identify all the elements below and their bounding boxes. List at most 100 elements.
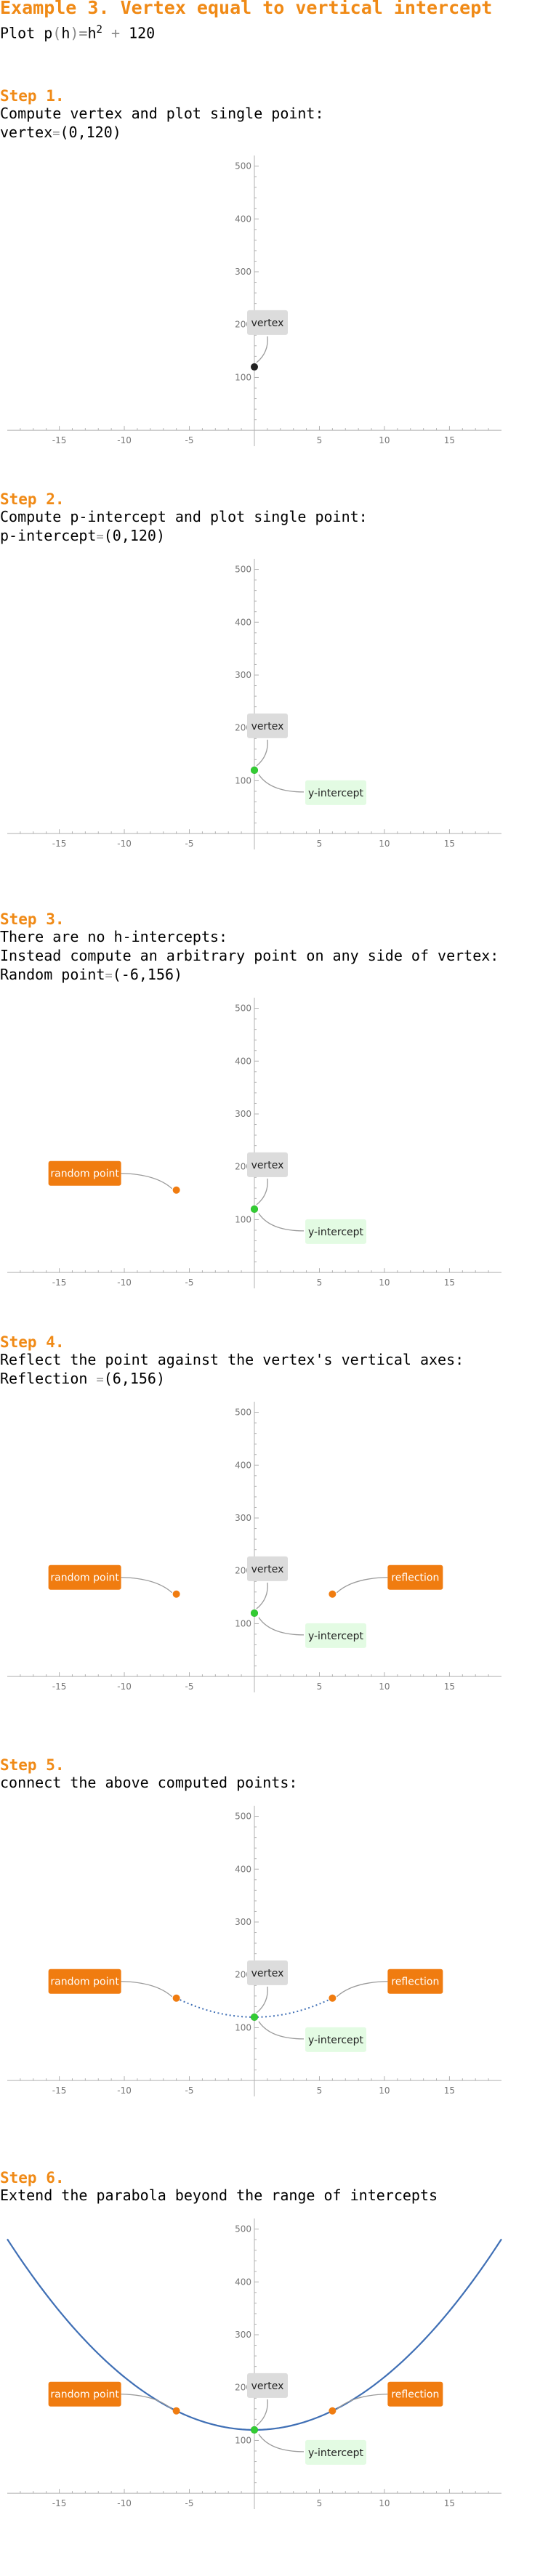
callout-leader	[256, 739, 268, 767]
result-value: (0,120)	[103, 527, 165, 544]
step-text-line: Instead compute an arbitrary point on an…	[0, 947, 499, 964]
callout-label: random point	[50, 2389, 119, 2401]
step-section: Step 6. Extend the parabola beyond the ra…	[0, 2169, 556, 2576]
x-tick-label: 5	[317, 2086, 323, 2096]
x-tick-label: -10	[117, 2086, 132, 2096]
x-tick-label: -5	[185, 2086, 194, 2096]
page-title: Example 3. Vertex equal to vertical inte…	[0, 0, 493, 18]
callout-y-intercept: y-intercept	[258, 1213, 366, 1244]
x-tick-label: 10	[379, 839, 390, 849]
random-point	[172, 1590, 180, 1598]
reflection-point	[329, 1590, 337, 1598]
result-equals: =	[96, 530, 104, 544]
callout-vertex: vertex	[247, 1152, 288, 1206]
random-point	[172, 2407, 180, 2415]
callout-leader	[121, 2394, 173, 2410]
callout-box	[387, 1969, 443, 1994]
vertex-point	[251, 363, 258, 371]
callout-label: vertex	[251, 1968, 284, 1979]
y-tick-label: 100	[235, 2435, 251, 2445]
callout-label: y-intercept	[308, 1227, 364, 1238]
y-tick-label: 400	[235, 1460, 251, 1470]
step-label: Step 1.	[0, 87, 65, 105]
callout-random-point: random point	[48, 1160, 173, 1190]
x-tick-label: -15	[52, 2498, 67, 2508]
x-tick-label: -10	[117, 1277, 132, 1288]
y-tick-label: 300	[235, 1513, 251, 1523]
step-text-line: Compute vertex and plot single point:	[0, 105, 324, 122]
callout-label: random point	[50, 1977, 119, 1988]
formula-constant: 120	[129, 24, 156, 42]
y-intercept-point	[251, 2426, 258, 2434]
plot: -15 -10 -5 5 10 15100200300400500vertexy-inte…	[7, 1402, 501, 1692]
y-tick-label: 500	[235, 161, 251, 171]
step-label: Step 5.	[0, 1756, 65, 1774]
callout-leader	[258, 2434, 305, 2452]
step-label: Step 3.	[0, 911, 65, 928]
x-tick-label: -5	[185, 2498, 194, 2508]
formula-plus: +	[110, 24, 121, 42]
result-name: Reflection	[0, 1370, 97, 1387]
y-tick-label: 100	[235, 372, 251, 382]
callout-random-point: random point	[48, 1564, 173, 1594]
callout-label: random point	[50, 1572, 119, 1584]
callout-box	[48, 2381, 121, 2407]
x-tick-label: -10	[117, 1681, 132, 1692]
result-equals: =	[52, 126, 60, 141]
step-text-line: Compute p-intercept and plot single poin…	[0, 508, 368, 525]
callout-y-intercept: y-intercept	[258, 2021, 366, 2052]
x-tick-label: -15	[52, 1277, 67, 1288]
callout-leader	[258, 774, 305, 793]
x-tick-label: 15	[444, 2086, 455, 2096]
y-tick-label: 100	[235, 1618, 251, 1628]
y-tick-label: 500	[235, 1812, 251, 1822]
random-point	[172, 1994, 180, 2002]
result-value: (0,120)	[60, 124, 121, 141]
y-tick-label: 300	[235, 1109, 251, 1119]
x-tick-label: 5	[317, 839, 323, 849]
callout-label: vertex	[251, 2381, 284, 2392]
x-tick-label: -5	[185, 435, 194, 445]
y-intercept-point	[251, 1609, 258, 1617]
x-tick-label: 5	[317, 2498, 323, 2508]
y-tick-label: 300	[235, 2330, 251, 2340]
x-tick-label: 15	[444, 435, 455, 445]
x-tick-label: -10	[117, 839, 132, 849]
callout-leader	[336, 1577, 388, 1594]
callout-leader	[121, 1981, 173, 1998]
formula-exponent: 2	[96, 24, 102, 36]
callout-reflection: reflection	[336, 1969, 443, 1998]
callout-label: vertex	[251, 318, 284, 329]
callout-leader	[121, 1577, 173, 1594]
result-name: Random point	[0, 966, 105, 983]
callout-leader	[258, 1617, 305, 1636]
callout-reflection: reflection	[336, 2381, 443, 2410]
callout-box	[387, 1564, 443, 1590]
callout-leader	[121, 1173, 173, 1190]
step-text-line: connect the above computed points:	[0, 1774, 297, 1791]
callout-vertex: vertex	[247, 1960, 288, 2014]
x-tick-label: 5	[317, 1681, 323, 1692]
callout-box	[305, 780, 366, 805]
callout-label: reflection	[391, 1977, 439, 1988]
y-tick-label: 400	[235, 1864, 251, 1874]
result-value: (-6,156)	[112, 966, 183, 983]
callout-leader	[256, 2399, 268, 2426]
callout-leader	[336, 2394, 388, 2410]
instruction-text: Reflect the point against the vertex's v…	[0, 1351, 464, 1368]
callout-vertex: vertex	[247, 713, 288, 767]
callout-label: y-intercept	[308, 788, 364, 799]
callout-label: random point	[50, 1168, 119, 1180]
y-tick-label: 400	[235, 1056, 251, 1066]
callout-box	[305, 2027, 366, 2052]
plot: -15 -10 -5 5 10 15100200300400500vertexy-inte…	[7, 998, 501, 1288]
x-tick-label: 15	[444, 1681, 455, 1692]
step-section: Step 1. Compute vertex and plot single po…	[0, 87, 556, 494]
x-tick-label: 10	[379, 1681, 390, 1692]
callout-box	[48, 1564, 121, 1590]
callout-box	[48, 1969, 121, 1994]
callout-leader	[256, 1178, 268, 1206]
step-section: Step 4. Reflect the point against the ver…	[0, 1333, 556, 1740]
plot: -15 -10 -5 5 10 15100200300400500vertexy-inte…	[7, 559, 501, 849]
